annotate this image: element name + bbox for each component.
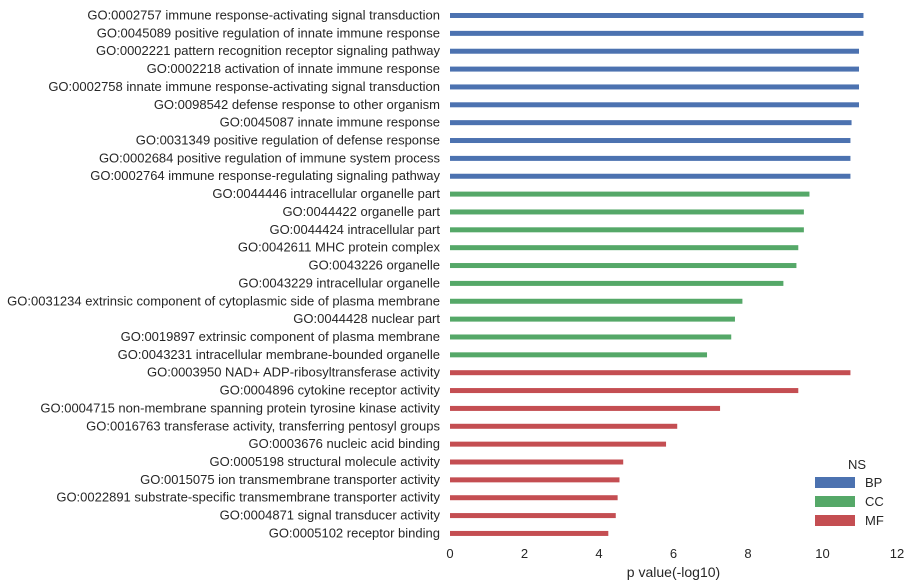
x-tick-label: 4 — [595, 546, 602, 561]
bar-mf — [450, 459, 624, 465]
category-label: GO:0019897 extrinsic component of plasma… — [121, 329, 440, 344]
category-label: GO:0044446 intracellular organelle part — [212, 186, 440, 201]
bar-bp — [450, 30, 864, 36]
category-label: GO:0031234 extrinsic component of cytopl… — [7, 293, 440, 308]
category-label: GO:0002757 immune response-activating si… — [87, 8, 440, 23]
bar-bp — [450, 84, 860, 90]
category-label: GO:0004896 cytokine receptor activity — [220, 383, 441, 398]
category-label: GO:0045089 positive regulation of innate… — [97, 25, 440, 40]
bar-cc — [450, 280, 784, 286]
legend-swatch-bp — [815, 477, 855, 488]
category-label: GO:0043226 organelle — [308, 258, 440, 273]
category-label: GO:0002218 activation of innate immune r… — [147, 61, 440, 76]
x-tick-label: 2 — [521, 546, 528, 561]
category-label: GO:0003676 nucleic acid binding — [248, 436, 440, 451]
bar-bp — [450, 138, 851, 144]
category-label: GO:0002758 innate immune response-activa… — [48, 79, 440, 94]
legend-swatch-cc — [815, 496, 855, 507]
category-label: GO:0043229 intracellular organelle — [238, 275, 440, 290]
category-label: GO:0044422 organelle part — [282, 204, 440, 219]
bar-cc — [450, 263, 797, 269]
bar-mf — [450, 477, 620, 483]
category-labels: GO:0002757 immune response-activating si… — [7, 8, 440, 541]
bar-mf — [450, 441, 667, 447]
bar-cc — [450, 298, 743, 304]
x-axis: 0 2 4 6 8 10 12 — [446, 546, 904, 561]
category-label: GO:0003950 NAD+ ADP-ribosyltransferase a… — [147, 365, 440, 380]
bar-mf — [450, 530, 609, 536]
x-tick-label: 12 — [890, 546, 904, 561]
bar-mf — [450, 388, 799, 394]
x-tick-label: 8 — [744, 546, 751, 561]
bars — [450, 13, 864, 536]
category-label: GO:0031349 positive regulation of defens… — [136, 133, 440, 148]
category-label: GO:0044424 intracellular part — [269, 222, 440, 237]
bar-cc — [450, 316, 735, 322]
legend-label-cc: CC — [865, 494, 884, 509]
bar-mf — [450, 513, 616, 519]
bar-cc — [450, 227, 804, 233]
category-label: GO:0016763 transferase activity, transfe… — [86, 418, 440, 433]
category-label: GO:0002221 pattern recognition receptor … — [96, 43, 440, 58]
category-label: GO:0044428 nuclear part — [293, 311, 440, 326]
bar-bp — [450, 120, 852, 126]
category-label: GO:0042611 MHC protein complex — [238, 240, 441, 255]
category-label: GO:0004871 signal transducer activity — [220, 508, 441, 523]
legend-label-bp: BP — [865, 475, 882, 490]
x-tick-label: 10 — [815, 546, 829, 561]
bar-cc — [450, 191, 810, 197]
category-label: GO:0004715 non-membrane spanning protein… — [40, 400, 440, 415]
x-tick-label: 0 — [446, 546, 453, 561]
bar-bp — [450, 173, 851, 179]
category-label: GO:0005198 structural molecule activity — [210, 454, 441, 469]
category-label: GO:0022891 substrate-specific transmembr… — [56, 490, 440, 505]
bar-cc — [450, 245, 799, 251]
bar-bp — [450, 13, 864, 18]
bar-mf — [450, 495, 618, 501]
bar-bp — [450, 155, 851, 161]
bar-mf — [450, 370, 851, 376]
category-label: GO:0002764 immune response-regulating si… — [90, 168, 440, 183]
category-label: GO:0015075 ion transmembrane transporter… — [140, 472, 440, 487]
bar-mf — [450, 405, 721, 411]
bar-cc — [450, 209, 804, 215]
legend: NS BP CC MF — [815, 457, 884, 528]
bar-bp — [450, 48, 860, 54]
legend-label-mf: MF — [865, 513, 884, 528]
bar-cc — [450, 334, 732, 340]
category-label: GO:0045087 innate immune response — [220, 115, 440, 130]
x-axis-label: p value(-log10) — [627, 564, 720, 580]
legend-swatch-mf — [815, 515, 855, 526]
category-label: GO:0043231 intracellular membrane-bounde… — [118, 347, 440, 362]
category-label: GO:0002684 positive regulation of immune… — [99, 150, 441, 165]
category-label: GO:0005102 receptor binding — [269, 525, 440, 540]
x-tick-label: 6 — [670, 546, 677, 561]
bar-bp — [450, 102, 860, 108]
category-label: GO:0098542 defense response to other org… — [154, 97, 440, 112]
bar-mf — [450, 423, 678, 429]
bar-bp — [450, 66, 860, 72]
legend-title: NS — [848, 457, 866, 472]
bar-cc — [450, 352, 708, 358]
